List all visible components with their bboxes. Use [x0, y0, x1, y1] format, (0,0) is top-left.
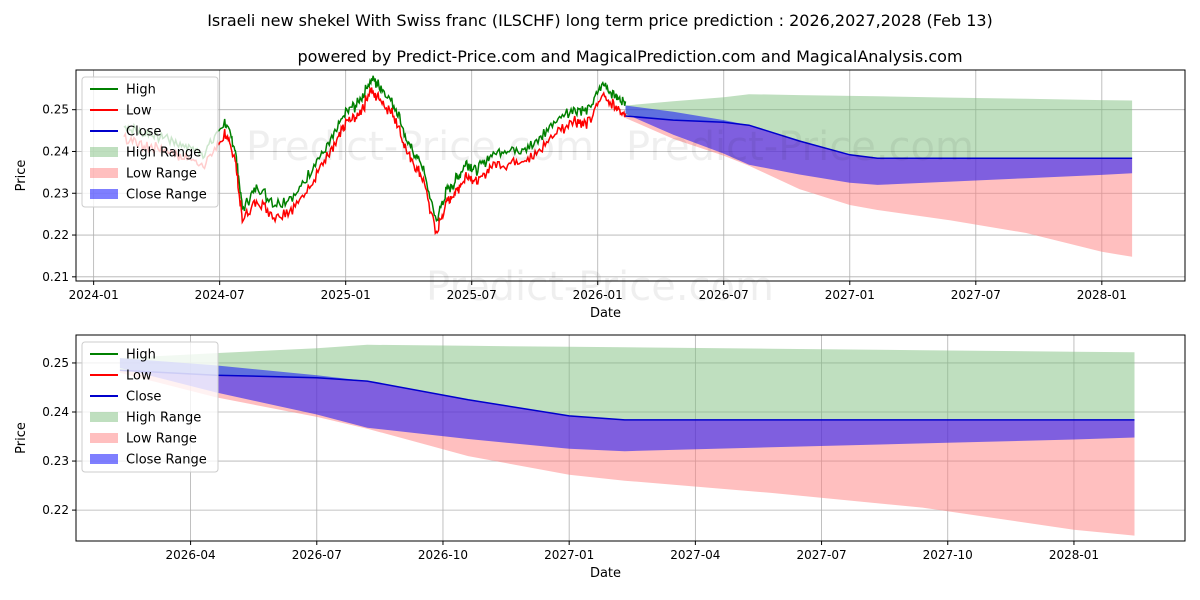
- history-low-line: [123, 86, 627, 236]
- close-range-area: [625, 105, 1133, 185]
- axes-frame: [75, 69, 1186, 282]
- high-range-area: [119, 344, 1135, 420]
- x-tick-label: 2026-07: [292, 548, 342, 562]
- close-range-area: [119, 358, 1135, 452]
- y-tick-label: 0.23: [42, 454, 69, 468]
- legend-label: Close: [126, 125, 161, 140]
- y-tick-label: 0.24: [42, 144, 69, 158]
- axes-frame: [75, 334, 1186, 542]
- x-tick-label: 2028-01: [1049, 548, 1099, 562]
- legend-patch-swatch: [90, 147, 118, 157]
- high-range-area: [625, 94, 1133, 159]
- x-tick-label: 2026-07: [699, 288, 749, 302]
- y-tick-label: 0.22: [42, 228, 69, 242]
- y-tick-label: 0.22: [42, 503, 69, 517]
- forecast-zoom-panel: 2026-04 2026-07 2026-10 2027-01 2027-04 2027-…: [14, 334, 1186, 581]
- x-tick-label: 2026-04: [166, 548, 216, 562]
- y-tick-label: 0.21: [42, 270, 69, 284]
- x-axis-label: Date: [590, 306, 621, 321]
- x-tick-label: 2025-07: [447, 288, 497, 302]
- y-axis-label: Price: [14, 160, 29, 192]
- x-tick-label: 2027-04: [670, 548, 720, 562]
- y-tick-label: 0.23: [42, 186, 69, 200]
- chart-title: Israeli new shekel With Swiss franc (ILS…: [207, 11, 993, 30]
- legend-label: Close: [126, 390, 161, 405]
- x-axis-label: Date: [590, 566, 621, 581]
- chart-subtitle: powered by Predict-Price.com and Magical…: [297, 47, 962, 66]
- watermark-middle: Predict-Price.com: [426, 264, 774, 310]
- watermark-top-right: Predict-Price.com: [626, 124, 974, 170]
- forecast-close-line: [119, 369, 1135, 421]
- y-tick-label: 0.25: [42, 103, 69, 117]
- x-tick-label: 2026-10: [418, 548, 468, 562]
- legend-label: Low: [126, 104, 152, 119]
- x-tick-label: 2025-01: [321, 288, 371, 302]
- legend-label: Low Range: [126, 167, 197, 182]
- legend-label: High Range: [126, 146, 201, 161]
- overview-panel: 2024-01 2024-07 2025-01 2025-07 2026-01 2026-…: [14, 69, 1186, 321]
- x-tick-label: 2024-01: [69, 288, 119, 302]
- history-high-line: [123, 75, 627, 223]
- legend: High Low Close High Range Low Range Close Ran…: [81, 76, 219, 208]
- x-tick-label: 2027-10: [923, 548, 973, 562]
- legend-label: Close Range: [126, 188, 207, 203]
- legend-label: High: [126, 348, 156, 363]
- x-tick-label: 2026-01: [573, 288, 623, 302]
- forecast-close-line: [625, 115, 1133, 159]
- plot-area: [119, 344, 1135, 536]
- x-tick-label: 2028-01: [1077, 288, 1127, 302]
- legend: High Low Close High Range Low Range Close Ran…: [81, 341, 219, 473]
- y-tick-label: 0.25: [42, 356, 69, 370]
- legend-label: High: [126, 83, 156, 98]
- legend-label: High Range: [126, 411, 201, 426]
- x-tick-label: 2027-01: [544, 548, 594, 562]
- legend-patch-swatch: [90, 412, 118, 422]
- x-tick-label: 2027-01: [825, 288, 875, 302]
- y-tick-label: 0.24: [42, 405, 69, 419]
- plot-area: [123, 75, 1133, 257]
- x-tick-label: 2027-07: [796, 548, 846, 562]
- x-tick-label: 2027-07: [951, 288, 1001, 302]
- legend-patch-swatch: [90, 454, 118, 464]
- y-axis-label: Price: [14, 422, 29, 454]
- watermark-top-left: Predict-Price.com: [246, 124, 594, 170]
- legend-label: Low Range: [126, 432, 197, 447]
- x-tick-label: 2024-07: [195, 288, 245, 302]
- legend-label: Close Range: [126, 453, 207, 468]
- legend-patch-swatch: [90, 168, 118, 178]
- legend-patch-swatch: [90, 189, 118, 199]
- legend-patch-swatch: [90, 433, 118, 443]
- legend-label: Low: [126, 369, 152, 384]
